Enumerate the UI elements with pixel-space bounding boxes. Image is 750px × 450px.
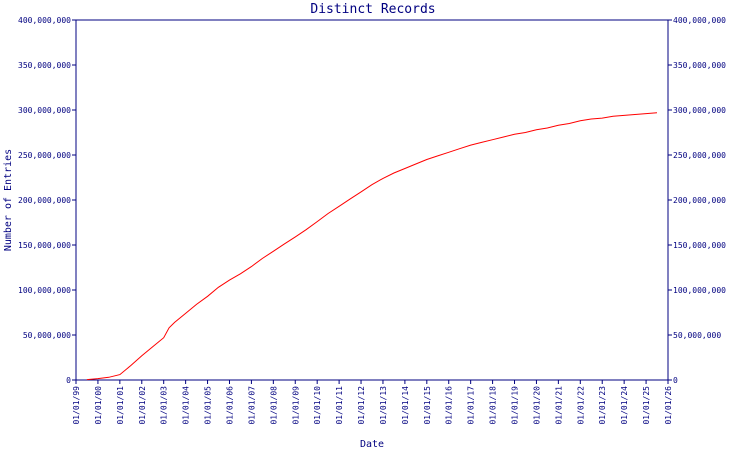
x-tick-label: 01/01/00 — [94, 386, 103, 425]
y-tick-label-left: 100,000,000 — [18, 286, 71, 295]
y-tick-label-left: 400,000,000 — [18, 16, 71, 25]
x-tick-label: 01/01/01 — [116, 386, 125, 425]
x-tick-label: 01/01/12 — [357, 386, 366, 425]
y-tick-label-right: 150,000,000 — [673, 241, 726, 250]
x-tick-label: 01/01/24 — [620, 386, 629, 425]
x-tick-label: 01/01/26 — [664, 386, 673, 425]
x-tick-label: 01/01/16 — [445, 386, 454, 425]
x-tick-label: 01/01/17 — [467, 386, 476, 425]
x-tick-label: 01/01/13 — [379, 386, 388, 425]
x-tick-label: 01/01/25 — [642, 386, 651, 425]
x-tick-label: 01/01/09 — [291, 386, 300, 425]
y-tick-label-right: 50,000,000 — [673, 331, 721, 340]
plot-area-frame — [75, 19, 669, 381]
x-tick-label: 01/01/10 — [313, 386, 322, 425]
y-tick-label-left: 350,000,000 — [18, 61, 71, 70]
y-axis-left: 0 50,000,000 100,000,000 150,000,000 200,000… — [18, 16, 76, 385]
y-axis-label: Number of Entries — [3, 149, 14, 251]
x-tick-label: 01/01/20 — [532, 386, 541, 425]
x-tick-label: 01/01/06 — [225, 386, 234, 425]
x-axis: 01/01/99 01/01/00 01/01/01 01/01/02 01/01/03… — [72, 380, 673, 425]
x-tick-label: 01/01/22 — [576, 386, 585, 425]
x-tick-label: 01/01/03 — [160, 386, 169, 425]
x-tick-label: 01/01/21 — [554, 386, 563, 425]
series-group — [86, 112, 658, 381]
y-tick-label-left: 50,000,000 — [23, 331, 71, 340]
x-tick-label: 01/01/14 — [401, 386, 410, 425]
x-tick-label: 01/01/04 — [182, 386, 191, 425]
x-tick-label: 01/01/19 — [511, 386, 520, 425]
y-tick-label-left: 200,000,000 — [18, 196, 71, 205]
x-tick-label: 01/01/99 — [72, 386, 81, 425]
y-tick-label-left: 300,000,000 — [18, 106, 71, 115]
x-tick-label: 01/01/18 — [489, 386, 498, 425]
series-line — [86, 112, 658, 381]
y-tick-label-right: 350,000,000 — [673, 61, 726, 70]
y-tick-label-right: 200,000,000 — [673, 196, 726, 205]
x-tick-label: 01/01/07 — [247, 386, 256, 425]
chart-title: Distinct Records — [310, 2, 435, 17]
x-tick-label: 01/01/05 — [204, 386, 213, 425]
y-tick-label-right: 0 — [673, 376, 678, 385]
x-tick-label: 01/01/15 — [423, 386, 432, 425]
x-axis-label: Date — [360, 439, 384, 450]
x-tick-label: 01/01/11 — [335, 386, 344, 425]
y-tick-label-left: 0 — [66, 376, 71, 385]
y-tick-label-right: 100,000,000 — [673, 286, 726, 295]
y-tick-label-left: 250,000,000 — [18, 151, 71, 160]
x-tick-label: 01/01/02 — [138, 386, 147, 425]
x-tick-label: 01/01/23 — [598, 386, 607, 425]
y-axis-right: 0 50,000,000 100,000,000 150,000,000 200,000… — [668, 16, 726, 385]
x-tick-label: 01/01/08 — [269, 386, 278, 425]
y-tick-label-right: 300,000,000 — [673, 106, 726, 115]
y-tick-label-right: 250,000,000 — [673, 151, 726, 160]
y-tick-label-right: 400,000,000 — [673, 16, 726, 25]
y-tick-label-left: 150,000,000 — [18, 241, 71, 250]
